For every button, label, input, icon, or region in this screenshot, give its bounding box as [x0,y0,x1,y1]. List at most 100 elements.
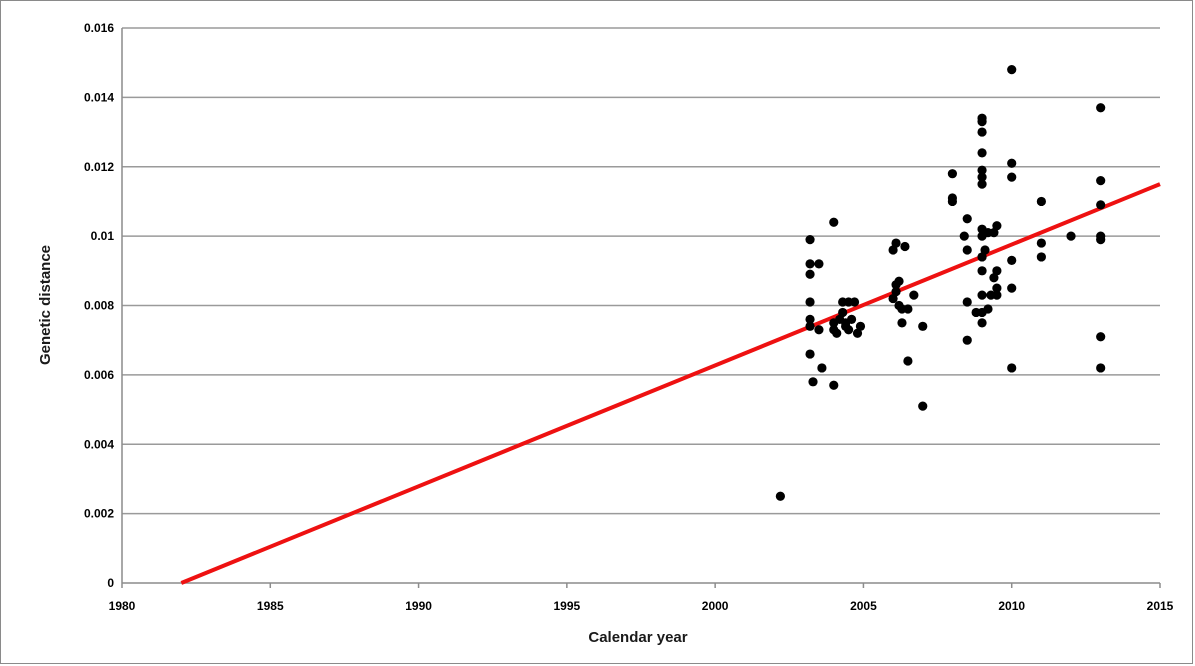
data-point [808,377,818,387]
axes [121,28,1161,588]
data-point [1096,176,1106,186]
x-tick-label: 1990 [405,599,432,613]
data-points [775,65,1106,501]
data-point [805,297,815,307]
data-point [829,217,839,227]
data-point [805,259,815,269]
data-point [959,231,969,241]
data-point [989,273,999,283]
x-tick-labels: 1980 1985 1990 1995 2000 2005 2010 2015 [109,599,1174,613]
data-point [947,169,958,179]
data-point [977,165,987,175]
data-point [1007,65,1017,75]
y-tick-label: 0.008 [84,299,114,313]
data-point [891,238,901,248]
data-point [977,266,987,276]
data-point [775,491,785,501]
y-tick-label: 0 [107,576,114,590]
data-point [962,297,972,307]
y-tick-label: 0.014 [84,90,114,104]
x-tick-label: 2010 [998,599,1025,613]
data-point [844,325,854,335]
data-point [805,321,815,331]
data-point [1007,255,1017,266]
data-point [962,214,972,224]
data-point [805,234,815,245]
data-point [1007,158,1017,168]
data-point [992,290,1002,300]
data-point [888,245,898,255]
data-point [805,314,815,324]
trendline-group [180,182,1161,585]
data-point [962,335,972,345]
data-point [918,321,928,331]
data-point [805,349,815,359]
data-point [1007,363,1017,373]
data-point [832,328,842,338]
x-tick-label: 1985 [257,599,284,613]
data-point [992,221,1002,231]
y-tick-label: 0.016 [84,21,114,35]
data-point [947,196,958,207]
data-point [977,290,987,300]
data-point [977,127,987,137]
data-point [980,245,990,255]
data-point [841,318,851,328]
data-point [900,241,910,252]
data-point [992,283,1002,293]
data-point [977,148,987,158]
data-point [891,287,901,297]
data-point [962,245,972,255]
data-point [1096,234,1106,245]
y-tick-label: 0.004 [84,437,114,451]
data-point [817,363,827,373]
data-point [1096,103,1106,113]
x-tick-label: 2005 [850,599,877,613]
data-point [1036,238,1046,248]
data-point [1066,231,1076,241]
x-tick-label: 1980 [109,599,136,613]
trendline [180,182,1161,585]
data-point [977,252,987,262]
y-tick-label: 0.012 [84,160,114,174]
data-point [888,293,898,304]
data-point [903,304,913,314]
data-point [1007,172,1017,182]
data-point [897,318,907,328]
data-point [903,356,913,366]
y-tick-label: 0.002 [84,507,114,521]
data-point [814,259,824,269]
data-point [814,325,824,335]
data-point [1096,200,1106,210]
data-point [983,304,993,314]
x-axis-title: Calendar year [588,629,687,646]
data-point [1036,252,1046,262]
gridlines [122,27,1160,515]
data-point [1096,363,1106,373]
data-point [852,328,863,338]
data-point [977,117,987,127]
data-point [989,228,999,238]
data-point [805,269,815,279]
y-tick-labels: 0 0.002 0.004 0.006 0.008 0.01 0.012 0.014 0.016 [84,21,114,590]
data-point [977,318,987,328]
data-point [849,297,860,307]
data-point [855,321,866,331]
data-point [977,179,987,189]
y-tick-label: 0.006 [84,368,114,382]
data-point [918,401,928,411]
x-tick-label: 2015 [1147,599,1174,613]
y-tick-label: 0.01 [91,229,115,243]
x-tick-label: 1995 [554,599,581,613]
y-axis-title: Genetic distance [37,245,54,365]
data-point [1007,283,1017,293]
x-tick-label: 2000 [702,599,729,613]
data-point [1036,196,1046,207]
data-point [838,307,848,318]
data-point [909,290,919,300]
data-point [992,266,1002,276]
data-point [891,280,901,290]
data-point [829,380,839,390]
